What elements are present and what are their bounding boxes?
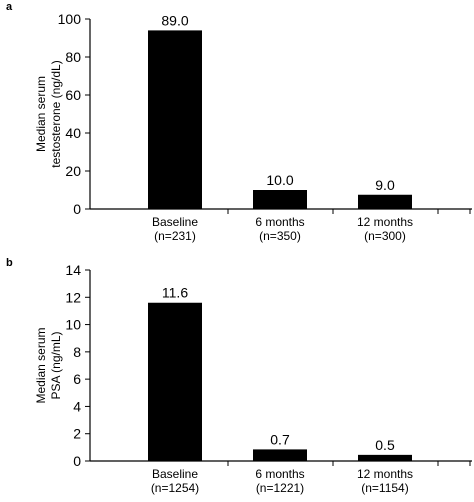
category-label: 6 months [255,215,304,229]
data-label: 10.0 [266,172,293,188]
bar [253,449,307,461]
y-tick-label: 14 [65,262,81,278]
y-tick-label: 0 [73,201,81,217]
category-label: 12 months [357,467,413,481]
y-axis-label-line: Median serum [34,327,48,403]
category-n-label: (n=350) [259,229,301,243]
bar [148,30,202,210]
category-label: 6 months [255,467,304,481]
data-label: 0.7 [270,431,290,447]
panel-letter: b [6,257,13,269]
y-tick-label: 20 [65,163,81,179]
data-label: 11.6 [162,285,188,301]
bar [358,194,412,209]
y-tick-label: 8 [73,344,81,360]
category-n-label: (n=1254) [151,481,199,495]
category-label: Baseline [152,467,198,481]
panel-letter: a [6,1,13,13]
y-axis-label-line: testosterone (ng/dL) [49,60,63,167]
category-n-label: (n=1154) [361,481,408,495]
bar [358,454,412,461]
y-tick-label: 80 [65,49,81,65]
category-n-label: (n=231) [154,229,196,243]
y-tick-label: 40 [65,125,81,141]
y-tick-label: 6 [73,371,81,387]
category-label: 12 months [357,215,413,229]
category-n-label: (n=300) [364,229,406,243]
y-tick-label: 4 [73,398,81,414]
bar [148,302,202,461]
data-label: 89.0 [161,12,188,28]
y-tick-label: 10 [65,317,81,333]
y-tick-label: 12 [65,289,81,305]
y-tick-label: 100 [58,11,82,27]
category-n-label: (n=1221) [256,481,304,495]
category-label: Baseline [152,215,198,229]
bar [253,190,307,209]
data-label: 9.0 [375,177,395,193]
y-axis-label-line: PSA (ng/mL) [49,331,63,399]
y-tick-label: 2 [73,426,81,442]
y-tick-label: 60 [65,87,81,103]
y-axis-label: Median serumPSA (ng/mL) [34,327,63,403]
data-label: 0.5 [375,437,395,453]
y-tick-label: 0 [73,453,81,469]
y-axis-label-line: Median serum [34,76,48,152]
y-axis-label: Median serumtestosterone (ng/dL) [34,60,63,167]
